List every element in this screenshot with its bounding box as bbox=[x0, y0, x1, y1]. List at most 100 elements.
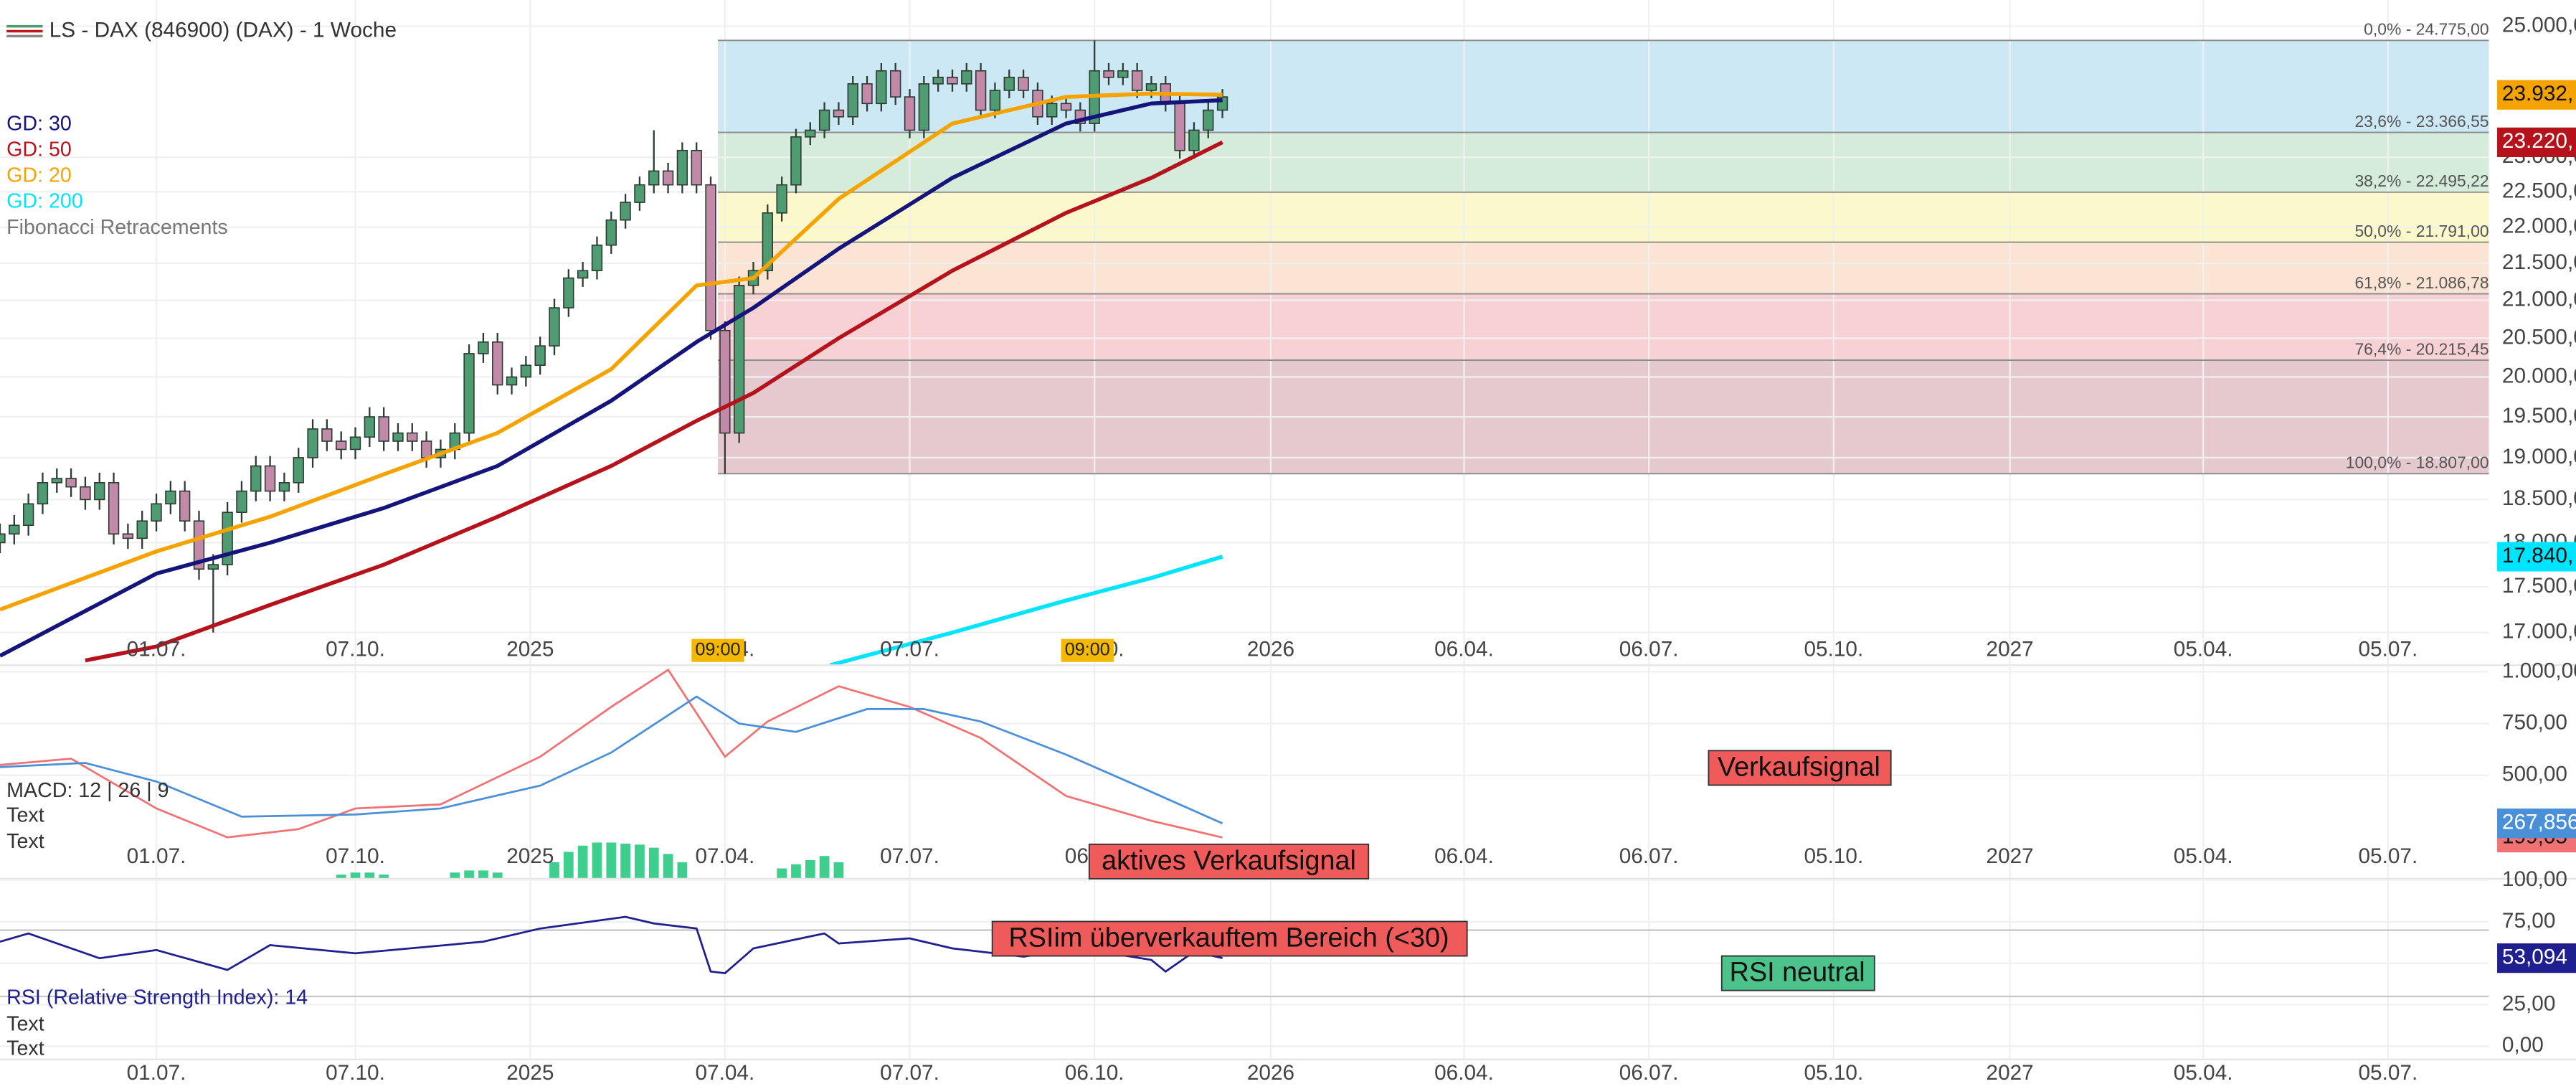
candle-body bbox=[94, 482, 105, 501]
x-tick-label: 05.04. bbox=[2174, 638, 2233, 661]
x-tick-label: 2025 bbox=[506, 638, 554, 661]
legend-entry[interactable]: GD: 30 bbox=[6, 113, 72, 136]
time-marker-label: 09:00 bbox=[1065, 639, 1110, 659]
candle-body bbox=[336, 440, 347, 451]
candle-body bbox=[947, 76, 958, 85]
candle-body bbox=[676, 149, 688, 186]
candle-body bbox=[534, 345, 546, 366]
macd-title[interactable]: MACD: 12 | 26 | 9 bbox=[6, 779, 169, 802]
x-tick-label: 07.10. bbox=[326, 1061, 385, 1085]
annotation: Verkaufsignal bbox=[1718, 753, 1880, 783]
x-tick-label: 2027 bbox=[1987, 1061, 2034, 1085]
candle-body bbox=[151, 503, 162, 522]
value-badge bbox=[2497, 808, 2576, 839]
candle-body bbox=[378, 416, 389, 442]
fib-legend[interactable]: Fibonacci Retracements bbox=[6, 216, 228, 239]
fib-label: 50,0% - 21.791,00 bbox=[2354, 222, 2489, 240]
candle-body bbox=[506, 376, 518, 386]
candle-body bbox=[1188, 129, 1200, 151]
legend-entry[interactable]: GD: 200 bbox=[6, 189, 83, 212]
candle-body bbox=[51, 478, 62, 484]
candle-body bbox=[80, 486, 91, 501]
y-tick-label: 25,00 bbox=[2502, 991, 2556, 1015]
candle-body bbox=[1003, 76, 1015, 91]
histogram-bar bbox=[663, 854, 673, 879]
candle-body bbox=[179, 490, 191, 522]
x-tick-label: 05.10. bbox=[1804, 638, 1863, 661]
y-tick-label: 22.000,00 bbox=[2502, 214, 2576, 238]
series-line bbox=[829, 555, 1223, 666]
candle-body bbox=[349, 436, 361, 451]
fib-zone bbox=[717, 192, 2489, 242]
candle-body bbox=[307, 428, 318, 458]
histogram-bar bbox=[364, 872, 375, 879]
y-tick-label: 25.000,00 bbox=[2502, 13, 2576, 37]
candle-body bbox=[364, 416, 376, 438]
histogram-bar bbox=[350, 872, 361, 879]
note: Text bbox=[6, 1012, 44, 1035]
histogram-bar bbox=[620, 843, 630, 879]
x-tick-label: 05.10. bbox=[1804, 844, 1863, 868]
y-tick-label: 18.500,00 bbox=[2502, 486, 2576, 510]
x-tick-label: 06.10. bbox=[1065, 1061, 1124, 1085]
candle-body bbox=[392, 432, 404, 442]
histogram-bar bbox=[648, 847, 659, 879]
y-tick-label: 17.000,00 bbox=[2502, 620, 2576, 644]
candle-body bbox=[833, 109, 845, 118]
fib-zone bbox=[717, 293, 2489, 361]
y-tick-label: 21.000,00 bbox=[2502, 287, 2576, 311]
chart-title[interactable]: LS - DAX (846900) (DAX) - 1 Woche bbox=[49, 18, 397, 42]
fib-zone bbox=[717, 242, 2489, 294]
rsi-title[interactable]: RSI (Relative Strength Index): 14 bbox=[6, 986, 308, 1009]
candle-body bbox=[321, 428, 333, 442]
candle-body bbox=[236, 490, 247, 514]
histogram-bar bbox=[635, 844, 645, 879]
legend-entry[interactable]: GD: 50 bbox=[6, 138, 72, 161]
candle-body bbox=[193, 520, 205, 570]
fib-label: 100,0% - 18.807,00 bbox=[2346, 453, 2489, 472]
x-tick-label: 2025 bbox=[506, 1061, 554, 1085]
value-badge-label: 23.932, bbox=[2502, 82, 2573, 105]
x-tick-label: 05.07. bbox=[2358, 844, 2418, 868]
y-tick-label: 500,00 bbox=[2502, 763, 2567, 786]
candle-body bbox=[733, 285, 745, 434]
candle-body bbox=[605, 219, 617, 246]
y-tick-label: 75,00 bbox=[2502, 909, 2556, 933]
candle-body bbox=[1174, 103, 1185, 151]
annotation-box bbox=[1720, 955, 1875, 991]
y-tick-label: 22.500,00 bbox=[2502, 179, 2576, 202]
x-tick-label: 2026 bbox=[1247, 1061, 1294, 1085]
x-tick-label: 01.07. bbox=[127, 1061, 186, 1085]
candle-body bbox=[549, 307, 560, 346]
histogram-bar bbox=[563, 852, 574, 879]
candle-body bbox=[918, 83, 930, 131]
note: Text bbox=[6, 830, 44, 853]
series-line bbox=[0, 91, 1223, 612]
candle-body bbox=[876, 70, 887, 105]
histogram-bar bbox=[478, 870, 488, 879]
fib-label: 38,2% - 22.495,22 bbox=[2354, 171, 2489, 190]
candle-body bbox=[847, 83, 858, 118]
x-tick-label: 05.04. bbox=[2174, 844, 2233, 868]
candle-body bbox=[492, 341, 503, 386]
candle-body bbox=[278, 482, 290, 492]
candle-body bbox=[1203, 109, 1214, 131]
candle-body bbox=[790, 136, 802, 186]
histogram-bar bbox=[805, 859, 815, 879]
pane-labels: 01.07.07.10.202507.04.07.07.06.10.202606… bbox=[127, 659, 2576, 868]
candle-body bbox=[293, 457, 304, 484]
time-marker-label: 09:00 bbox=[695, 639, 740, 659]
value-badge-label: 23.220, bbox=[2502, 129, 2573, 153]
x-tick-label: 06.07. bbox=[1619, 638, 1679, 661]
x-tick-label: 05.07. bbox=[2358, 1061, 2418, 1085]
y-tick-label: 19.500,00 bbox=[2502, 404, 2576, 428]
x-tick-label: 2027 bbox=[1987, 638, 2034, 661]
candle-body bbox=[1117, 70, 1129, 78]
fib-label: 76,4% - 20.215,45 bbox=[2354, 339, 2489, 358]
y-tick-label: 20.000,00 bbox=[2502, 364, 2576, 387]
candle-body bbox=[634, 184, 645, 203]
legend-entry[interactable]: GD: 20 bbox=[6, 164, 72, 187]
candle-body bbox=[9, 524, 20, 535]
candle-body bbox=[207, 564, 219, 570]
